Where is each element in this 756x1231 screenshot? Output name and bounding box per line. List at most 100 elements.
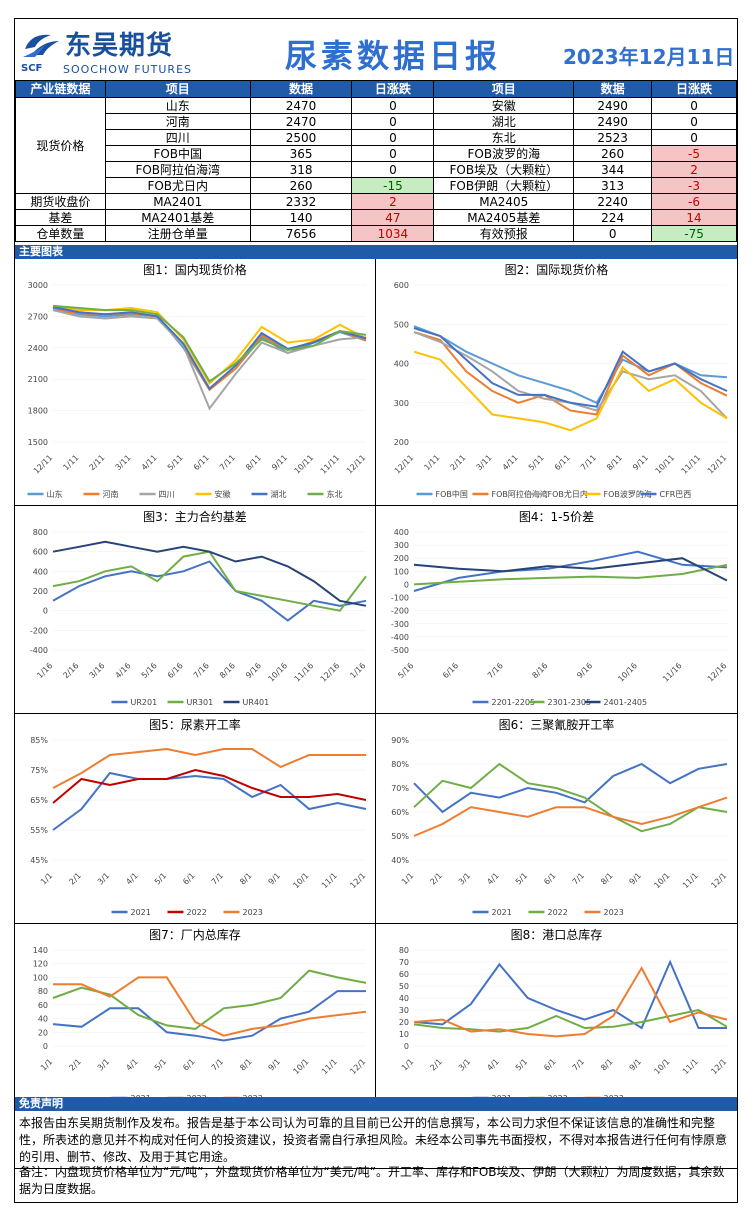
header-cell: 日涨跌 <box>651 80 737 98</box>
x-tick-label: 9/1 <box>628 1057 643 1072</box>
change-cell-down: -15 <box>351 177 435 194</box>
x-tick-label: 9/1 <box>267 871 282 886</box>
value-cell: 2500 <box>249 129 353 146</box>
series-line <box>52 540 367 607</box>
value-cell: 140 <box>249 209 353 226</box>
chart-panel: 图1：国内现货价格 3000 2700 2400 2100 1800 1500 12/11 1/… <box>15 259 376 506</box>
legend-label: 湖北 <box>271 490 287 499</box>
x-tick-label: 9/16 <box>244 661 263 680</box>
y-tick-label: 80 <box>38 987 48 996</box>
x-tick-label: 7/1 <box>210 871 225 886</box>
group-label: 基差 <box>15 209 106 226</box>
x-tick-label: 5/1 <box>514 871 529 886</box>
series-line <box>413 762 728 833</box>
x-tick-label: 5/1 <box>153 871 168 886</box>
x-tick-label: 1/16 <box>348 661 367 680</box>
y-tick-label: 1800 <box>28 407 48 416</box>
x-tick-label: 6/1 <box>542 1057 557 1072</box>
change-cell-up: -3 <box>651 177 737 194</box>
y-tick-label: 200 <box>394 438 409 447</box>
x-tick-label: 2/11 <box>88 453 107 472</box>
legend-label: 河南 <box>103 489 119 499</box>
soochow-logo-icon <box>23 34 59 57</box>
x-tick-label: 7/1 <box>210 1057 225 1072</box>
y-tick-label: 300 <box>394 399 409 408</box>
x-tick-label: 8/1 <box>599 871 614 886</box>
disclaimer-text: 本报告由东吴期货制作及发布。报告是基于本公司认为可靠的且目前已公开的信息撰写，本… <box>15 1113 737 1169</box>
x-tick-label: 9/1 <box>628 871 643 886</box>
x-tick-label: 4/11 <box>140 453 159 472</box>
x-tick-label: 8/16 <box>218 661 237 680</box>
x-tick-label: 9/1 <box>267 1057 282 1072</box>
x-tick-label: 12/11 <box>393 453 416 476</box>
x-tick-label: 12/11 <box>32 453 55 476</box>
y-tick-label: -200 <box>30 626 48 635</box>
x-tick-label: 8/1 <box>599 1057 614 1072</box>
x-tick-label: 3/11 <box>114 453 133 472</box>
change-cell: 0 <box>651 129 737 146</box>
table-row: 期货收盘价 MA2401 2332 2 MA2405 2240 -6 <box>15 193 737 210</box>
x-tick-label: 6/1 <box>181 871 196 886</box>
item-cell: 河南 <box>104 113 251 130</box>
group-label: 期货收盘价 <box>15 193 106 210</box>
chart-svg: 80 70 60 50 40 30 20 10 0 1/1 2/1 3/1 4/1 5/1 6/1 7/1 8/… <box>399 946 729 1103</box>
x-tick-label: 4/1 <box>485 1057 500 1072</box>
x-tick-label: 3/11 <box>475 453 494 472</box>
y-tick-label: -100 <box>391 594 409 603</box>
chart-svg: 3000 2700 2400 2100 1800 1500 12/11 1/11 2/11 3/1… <box>27 281 367 499</box>
chart-caption: 图2：国际现货价格 <box>504 263 609 277</box>
table-row: 基差 MA2401基差 140 47 MA2405基差 224 14 <box>15 209 737 226</box>
y-tick-label: 45% <box>30 856 48 865</box>
series-line <box>52 309 367 392</box>
x-tick-label: 6/11 <box>553 453 572 472</box>
value-cell: 2523 <box>573 129 653 146</box>
y-tick-label: 40% <box>391 856 409 865</box>
series-line <box>413 331 728 420</box>
table-row: 河南 2470 0 湖北 2490 0 <box>16 113 737 130</box>
x-tick-label: 4/11 <box>501 453 520 472</box>
x-tick-label: 10/1 <box>291 1057 310 1076</box>
change-cell: 0 <box>351 97 435 114</box>
group-label: 现货价格 <box>15 97 106 194</box>
value-cell: 2332 <box>249 193 353 210</box>
x-tick-label: 2/1 <box>67 1057 82 1072</box>
item-cell: 山东 <box>104 97 251 114</box>
chart-panel: 图7：厂内总库存 140 120 100 80 60 40 20 0 1/1 2/1 3/1 4/1 5/… <box>15 924 376 1110</box>
x-tick-label: 12/1 <box>709 871 728 890</box>
series-line <box>52 309 367 411</box>
series-line <box>413 350 728 432</box>
change-cell-down: -75 <box>651 225 737 242</box>
x-tick-label: 3/1 <box>457 871 472 886</box>
x-tick-label: 1/1 <box>39 871 54 886</box>
value-cell: 313 <box>573 177 653 194</box>
y-tick-label: 120 <box>33 960 48 969</box>
change-cell-up: 14 <box>651 209 737 226</box>
item-cell: 注册仓单量 <box>104 225 251 242</box>
value-cell: 318 <box>249 161 353 178</box>
item-cell: FOB埃及（大颗粒） <box>433 161 575 178</box>
y-tick-label: 70% <box>391 784 409 793</box>
x-tick-label: 9/11 <box>270 453 289 472</box>
x-tick-label: 7/16 <box>486 661 505 680</box>
table-row: FOB中国 365 0 FOB波罗的海 260 -5 <box>16 145 737 162</box>
x-tick-label: 9/11 <box>631 453 650 472</box>
value-cell: 2490 <box>573 97 653 114</box>
legend-label: 2023 <box>604 908 624 917</box>
change-cell-up: 1034 <box>351 225 435 242</box>
x-tick-label: 4/16 <box>114 661 133 680</box>
x-tick-label: 5/16 <box>140 661 159 680</box>
item-cell: MA2401 <box>104 193 251 210</box>
charts-section-bar: 主要图表 <box>15 245 737 259</box>
x-tick-label: 12/1 <box>348 871 367 890</box>
legend-label: FOB波罗的海 <box>604 489 652 499</box>
x-tick-label: 1/11 <box>422 453 441 472</box>
change-cell: 0 <box>351 129 435 146</box>
item-cell: 安徽 <box>433 97 575 114</box>
change-cell-up: -5 <box>651 145 737 162</box>
chart-caption: 图7：厂内总库存 <box>149 928 241 942</box>
y-tick-label: 2400 <box>28 344 48 353</box>
x-tick-label: 3/16 <box>88 661 107 680</box>
legend-label: 2021 <box>131 908 151 917</box>
series-line <box>413 796 728 837</box>
x-tick-label: 2/1 <box>428 1057 443 1072</box>
